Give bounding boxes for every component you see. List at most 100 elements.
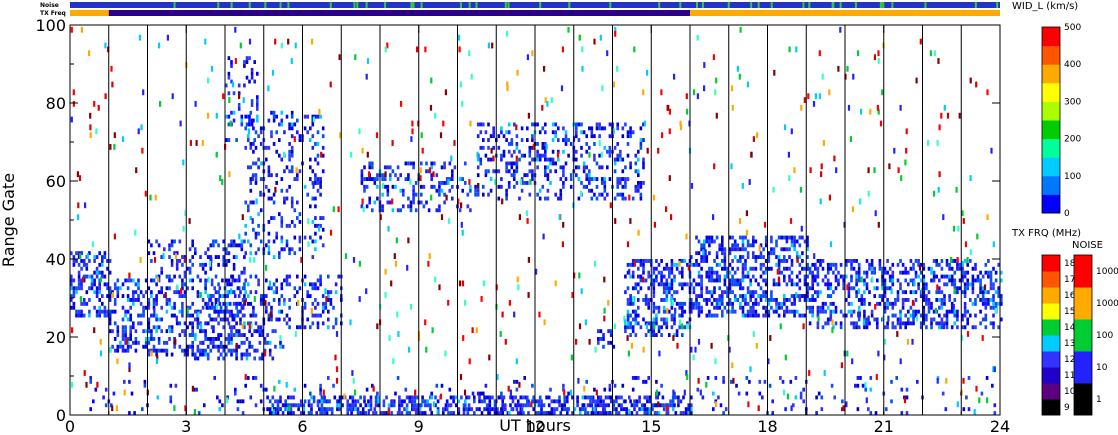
echo-cell [697,294,701,298]
echo-cell [365,177,369,181]
echo-cell [652,194,655,201]
echo-cell [790,235,794,240]
echo-cell [439,393,443,400]
echo-cell [629,165,632,170]
echo-cell [673,321,676,326]
echo-cell [77,251,81,256]
echo-cell [309,177,312,181]
echo-cell [647,376,650,380]
echo-cell [653,411,657,415]
echo-cell [298,247,302,252]
echo-cell [870,266,874,271]
echo-cell [721,266,724,271]
echo-cell [150,313,153,318]
echo-cell [739,259,742,263]
echo-cell [749,366,752,373]
echo-cell [927,266,931,271]
echo-cell [715,305,719,310]
echo-cell [385,411,388,415]
echo-cell [531,134,534,139]
echo-cell [721,298,724,302]
echo-cell [217,298,220,302]
echo-cell [292,403,295,408]
echo-cell [338,403,342,408]
echo-cell [116,329,120,334]
echo-cell [614,218,617,224]
echo-cell [227,340,231,345]
echo-cell [839,321,843,326]
echo-cell [434,395,437,400]
echo-cell [427,208,431,213]
echo-cell [409,200,413,205]
echo-cell [231,313,235,318]
echo-cell [256,103,259,107]
echo-cell [440,188,444,193]
echo-cell [895,376,898,380]
echo-cell [183,329,187,334]
echo-cell [433,161,436,166]
echo-cell [290,145,294,150]
echo-cell [962,218,965,224]
echo-cell [165,348,169,353]
echo-cell [770,239,773,244]
echo-cell [758,379,762,384]
echo-cell [850,313,853,318]
echo-cell [259,126,263,131]
echo-cell [857,270,861,275]
echo-cell [811,270,814,275]
echo-cell [718,294,721,298]
echo-cell [436,399,440,404]
echo-cell [660,317,663,322]
echo-cell [581,46,584,53]
echo-cell [124,313,127,318]
echo-cell [201,262,205,267]
echo-cell [783,298,786,302]
echo-cell [516,411,520,415]
echo-cell [520,126,524,131]
echo-cell [710,235,714,240]
echo-cell [847,104,851,111]
echo-cell [671,299,674,306]
echo-cell [77,309,81,314]
echo-cell [429,104,433,111]
echo-cell [351,403,355,408]
echo-cell [515,379,519,384]
echo-cell [803,266,807,271]
echo-cell [225,114,228,119]
echo-cell [85,381,88,388]
echo-cell [668,270,671,275]
echo-cell [793,301,796,306]
echo-cell [785,239,789,244]
x-tick-label: 6 [297,417,307,435]
echo-cell [679,399,683,404]
echo-cell [201,352,205,357]
echo-cell [491,395,494,400]
colorbar-tick-label: 17 [1064,275,1075,285]
echo-cell [376,177,379,181]
echo-cell [553,407,556,412]
txfreq-colorbar-title: TX FRQ (MHz) [1011,228,1081,239]
echo-cell [602,344,605,349]
echo-cell [974,298,977,302]
echo-cell [444,403,448,408]
echo-cell [855,270,858,275]
echo-cell [518,157,521,162]
echo-cell [619,177,622,181]
echo-cell [619,192,622,197]
echo-cell [283,200,286,205]
echo-cell [293,251,297,256]
echo-cell [746,274,750,279]
echo-cell [927,298,931,302]
echo-cell [670,317,674,322]
echo-cell [411,403,414,408]
echo-cell [513,149,516,154]
echo-cell [718,247,721,252]
echo-cell [788,309,791,314]
echo-cell [938,305,941,310]
echo-cell [426,399,430,404]
echo-cell [588,126,591,131]
echo-cell [275,317,278,322]
echo-cell [634,313,638,318]
noise-highlight [924,2,927,8]
echo-cell [513,169,516,174]
